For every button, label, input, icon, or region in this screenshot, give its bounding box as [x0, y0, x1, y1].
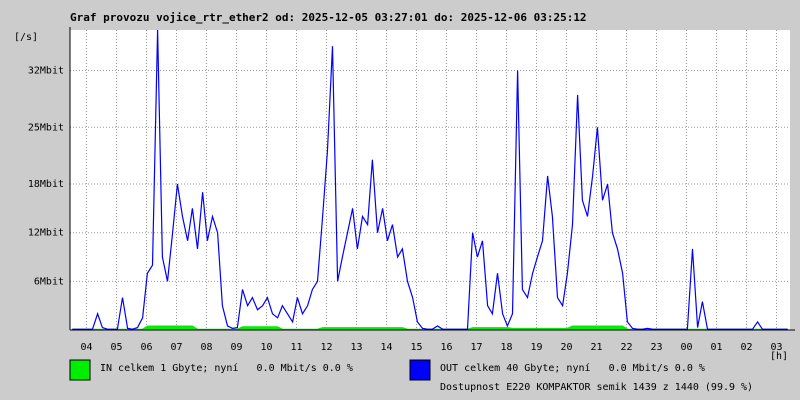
- x-tick-label: 18: [500, 342, 512, 353]
- x-tick-label: 03: [770, 342, 782, 353]
- x-tick-label: 17: [470, 342, 482, 353]
- x-tick-label: 14: [380, 342, 392, 353]
- x-tick-label: 10: [260, 342, 272, 353]
- x-tick-label: 04: [80, 342, 92, 353]
- chart-title: Graf provozu vojice_rtr_ether2 od: 2025-…: [70, 11, 587, 24]
- legend-swatch-in: [69, 359, 91, 381]
- legend-label: OUT celkem 40 Gbyte; nyní 0.0 Mbit/s 0.0…: [440, 362, 705, 374]
- x-tick-label: 11: [290, 342, 302, 353]
- y-tick-label: 18Mbit: [28, 179, 64, 190]
- legend-swatch-out: [409, 359, 431, 381]
- availability-note: Dostupnost E220 KOMPAKTOR semik 1439 z 1…: [440, 382, 753, 393]
- x-tick-label: 23: [650, 342, 662, 353]
- x-tick-label: 12: [320, 342, 332, 353]
- x-tick-label: 05: [110, 342, 122, 353]
- x-tick-label: 06: [140, 342, 152, 353]
- x-tick-label: 00: [680, 342, 692, 353]
- x-tick-label: 22: [620, 342, 632, 353]
- plot-area: [70, 30, 790, 330]
- y-tick-label: 32Mbit: [28, 66, 64, 77]
- x-tick-label: 07: [170, 342, 182, 353]
- x-tick-label: 20: [560, 342, 572, 353]
- out-line: [72, 29, 788, 330]
- x-tick-label: 16: [440, 342, 452, 353]
- x-tick-label: 09: [230, 342, 242, 353]
- y-tick-label: 6Mbit: [34, 276, 64, 287]
- x-tick-label: 01: [710, 342, 722, 353]
- x-tick-label: 13: [350, 342, 362, 353]
- y-tick-label: 12Mbit: [28, 228, 64, 239]
- x-unit: [h]: [770, 351, 788, 362]
- y-unit: [/s]: [14, 32, 38, 43]
- x-tick-label: 08: [200, 342, 212, 353]
- y-tick-label: 25Mbit: [28, 122, 64, 133]
- x-tick-label: 15: [410, 342, 422, 353]
- x-tick-label: 19: [530, 342, 542, 353]
- legend-label: IN celkem 1 Gbyte; nyní 0.0 Mbit/s 0.0 %: [100, 362, 353, 374]
- x-tick-label: 02: [740, 342, 752, 353]
- x-tick-label: 21: [590, 342, 602, 353]
